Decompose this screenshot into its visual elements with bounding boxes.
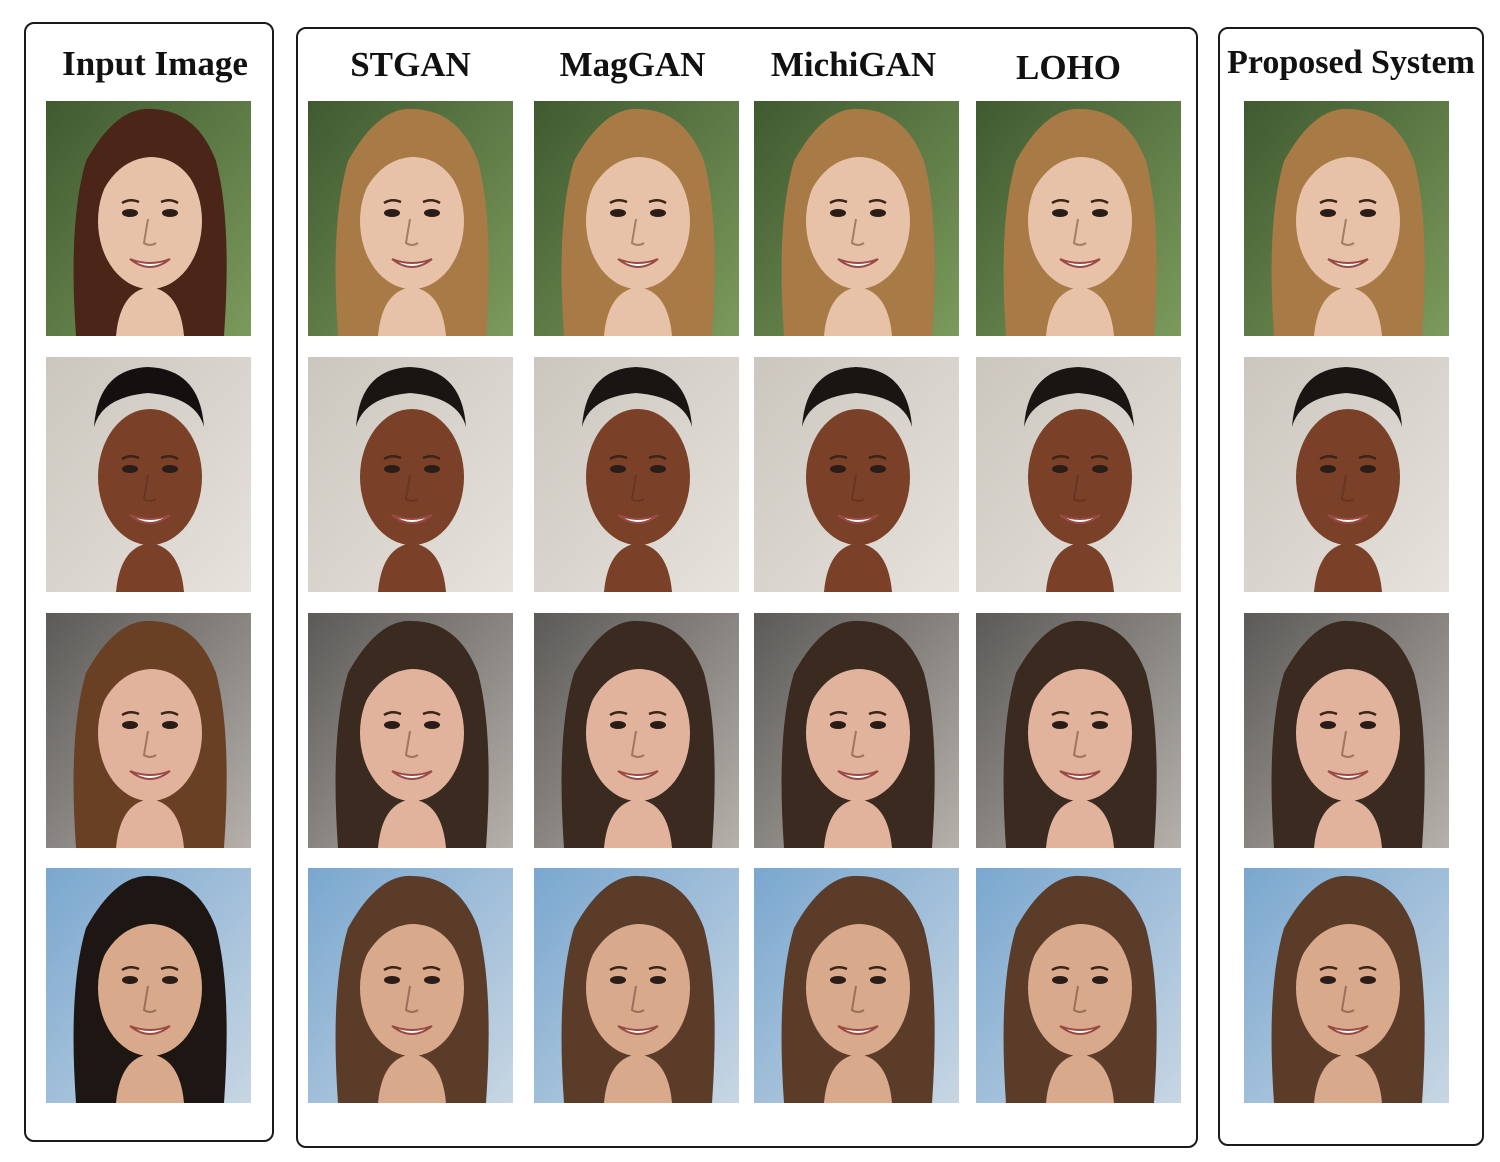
face-image-stgan-row-2 [308, 357, 513, 592]
face-image-loho-row-4 [976, 868, 1181, 1103]
column-title-stgan: STGAN [350, 45, 471, 84]
face-image-maggan-row-2 [534, 357, 739, 592]
face-image-proposed-system-row-1 [1244, 101, 1449, 336]
face-image-maggan-row-4 [534, 868, 739, 1103]
face-image-input-image-row-2 [46, 357, 251, 592]
column-title-loho: LOHO [1015, 48, 1122, 87]
face-image-proposed-system-row-4 [1244, 868, 1449, 1103]
column-title-proposed-system: Proposed System [1227, 44, 1475, 81]
face-image-stgan-row-1 [308, 101, 513, 336]
face-image-proposed-system-row-3 [1244, 613, 1449, 848]
column-title-input-image: Input Image [62, 44, 248, 83]
face-image-michigan-row-4 [754, 868, 959, 1103]
column-title-michigan: MichiGAN [770, 45, 937, 84]
face-image-input-image-row-3 [46, 613, 251, 848]
face-image-input-image-row-1 [46, 101, 251, 336]
face-image-maggan-row-1 [534, 101, 739, 336]
face-image-loho-row-2 [976, 357, 1181, 592]
face-image-michigan-row-3 [754, 613, 959, 848]
face-image-loho-row-3 [976, 613, 1181, 848]
face-image-proposed-system-row-2 [1244, 357, 1449, 592]
column-title-maggan: MagGAN [559, 45, 706, 84]
face-image-stgan-row-4 [308, 868, 513, 1103]
face-image-michigan-row-2 [754, 357, 959, 592]
face-image-input-image-row-4 [46, 868, 251, 1103]
face-image-maggan-row-3 [534, 613, 739, 848]
face-image-loho-row-1 [976, 101, 1181, 336]
face-image-michigan-row-1 [754, 101, 959, 336]
face-image-stgan-row-3 [308, 613, 513, 848]
